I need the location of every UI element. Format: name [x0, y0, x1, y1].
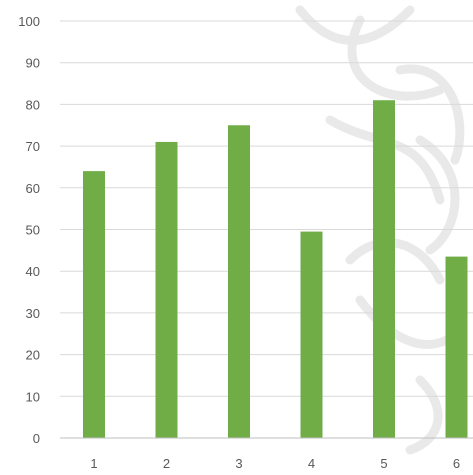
y-tick-label: 70 [26, 139, 40, 154]
y-tick-label: 40 [26, 264, 40, 279]
bar-1 [83, 171, 105, 438]
gridlines [60, 20, 473, 397]
x-tick-label: 5 [380, 456, 387, 471]
bar-6 [445, 256, 468, 438]
x-tick-label: 3 [235, 456, 242, 471]
bar-3 [228, 125, 250, 438]
x-tick-label: 2 [163, 456, 170, 471]
bars [83, 100, 468, 438]
y-tick-label: 80 [26, 97, 40, 112]
y-axis-tick-labels: 0 10 20 30 40 50 60 70 80 90 100 [18, 14, 40, 446]
x-axis-tick-labels: 1 2 3 4 5 6 [90, 456, 460, 471]
y-tick-label: 20 [26, 348, 40, 363]
y-tick-label: 50 [26, 223, 40, 238]
bar-2 [155, 141, 178, 438]
y-tick-label: 90 [26, 56, 40, 71]
y-tick-label: 100 [18, 14, 40, 29]
y-tick-label: 30 [26, 306, 40, 321]
bar-4 [300, 231, 323, 438]
x-tick-label: 4 [308, 456, 315, 471]
x-tick-label: 6 [453, 456, 460, 471]
bar-5 [373, 100, 395, 438]
y-tick-label: 60 [26, 181, 40, 196]
y-tick-label: 10 [26, 389, 40, 404]
y-tick-label: 0 [33, 431, 40, 446]
x-tick-label: 1 [90, 456, 97, 471]
